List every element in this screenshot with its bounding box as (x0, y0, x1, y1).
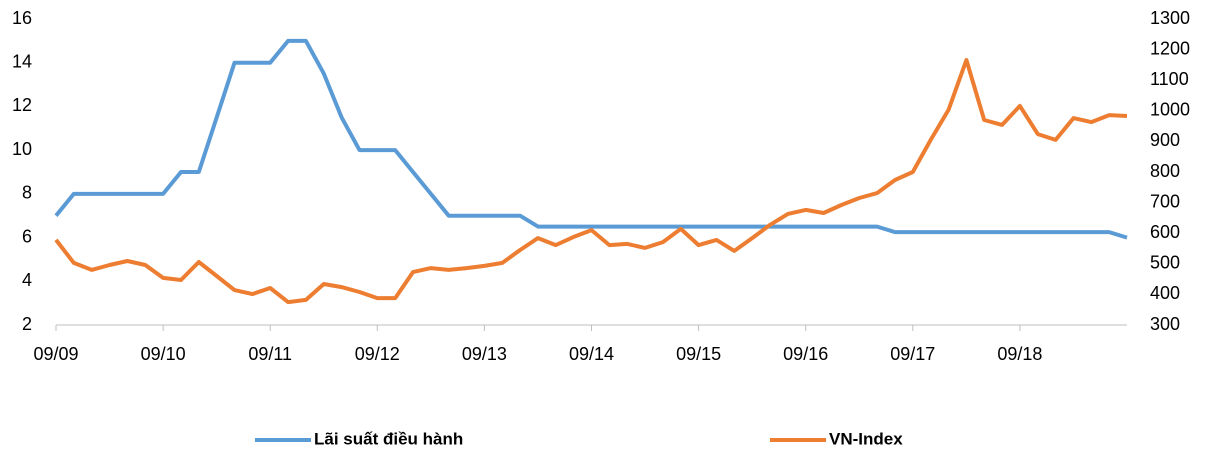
y2-tick-label: 1000 (1150, 100, 1190, 120)
y-tick-label: 10 (12, 139, 32, 159)
y-tick-label: 4 (22, 270, 32, 290)
y2-tick-label: 1100 (1150, 69, 1189, 89)
x-tick-label: 09/18 (997, 344, 1042, 364)
y2-tick-label: 1300 (1150, 8, 1190, 28)
x-tick-label: 09/11 (248, 344, 292, 364)
legend-label: VN-Index (829, 429, 903, 448)
y-tick-label: 14 (12, 51, 32, 71)
y2-tick-label: 400 (1150, 283, 1180, 303)
x-tick-label: 09/09 (33, 344, 78, 364)
y2-tick-label: 700 (1150, 191, 1180, 211)
y-tick-label: 8 (22, 183, 32, 203)
x-tick-label: 09/13 (462, 344, 507, 364)
y-tick-label: 6 (22, 226, 32, 246)
x-tick-label: 09/15 (676, 344, 721, 364)
y2-tick-label: 1200 (1150, 38, 1190, 58)
y2-tick-label: 600 (1150, 222, 1180, 242)
y-tick-label: 2 (22, 314, 32, 334)
x-tick-label: 09/16 (783, 344, 828, 364)
line-series (54, 58, 1128, 305)
y2-tick-label: 500 (1150, 253, 1180, 273)
y-tick-label: 12 (12, 95, 32, 115)
y2-tick-label: 300 (1150, 314, 1180, 334)
y2-tick-label: 900 (1150, 130, 1180, 150)
x-tick-label: 09/17 (890, 344, 935, 364)
line-series (54, 38, 1128, 240)
y2-tick-label: 800 (1150, 161, 1180, 181)
legend-label: Lãi suất điều hành (314, 429, 463, 448)
y-tick-label: 16 (12, 8, 32, 28)
x-tick-label: 09/14 (569, 344, 614, 364)
x-tick-label: 09/12 (355, 344, 400, 364)
x-tick-label: 09/10 (141, 344, 186, 364)
